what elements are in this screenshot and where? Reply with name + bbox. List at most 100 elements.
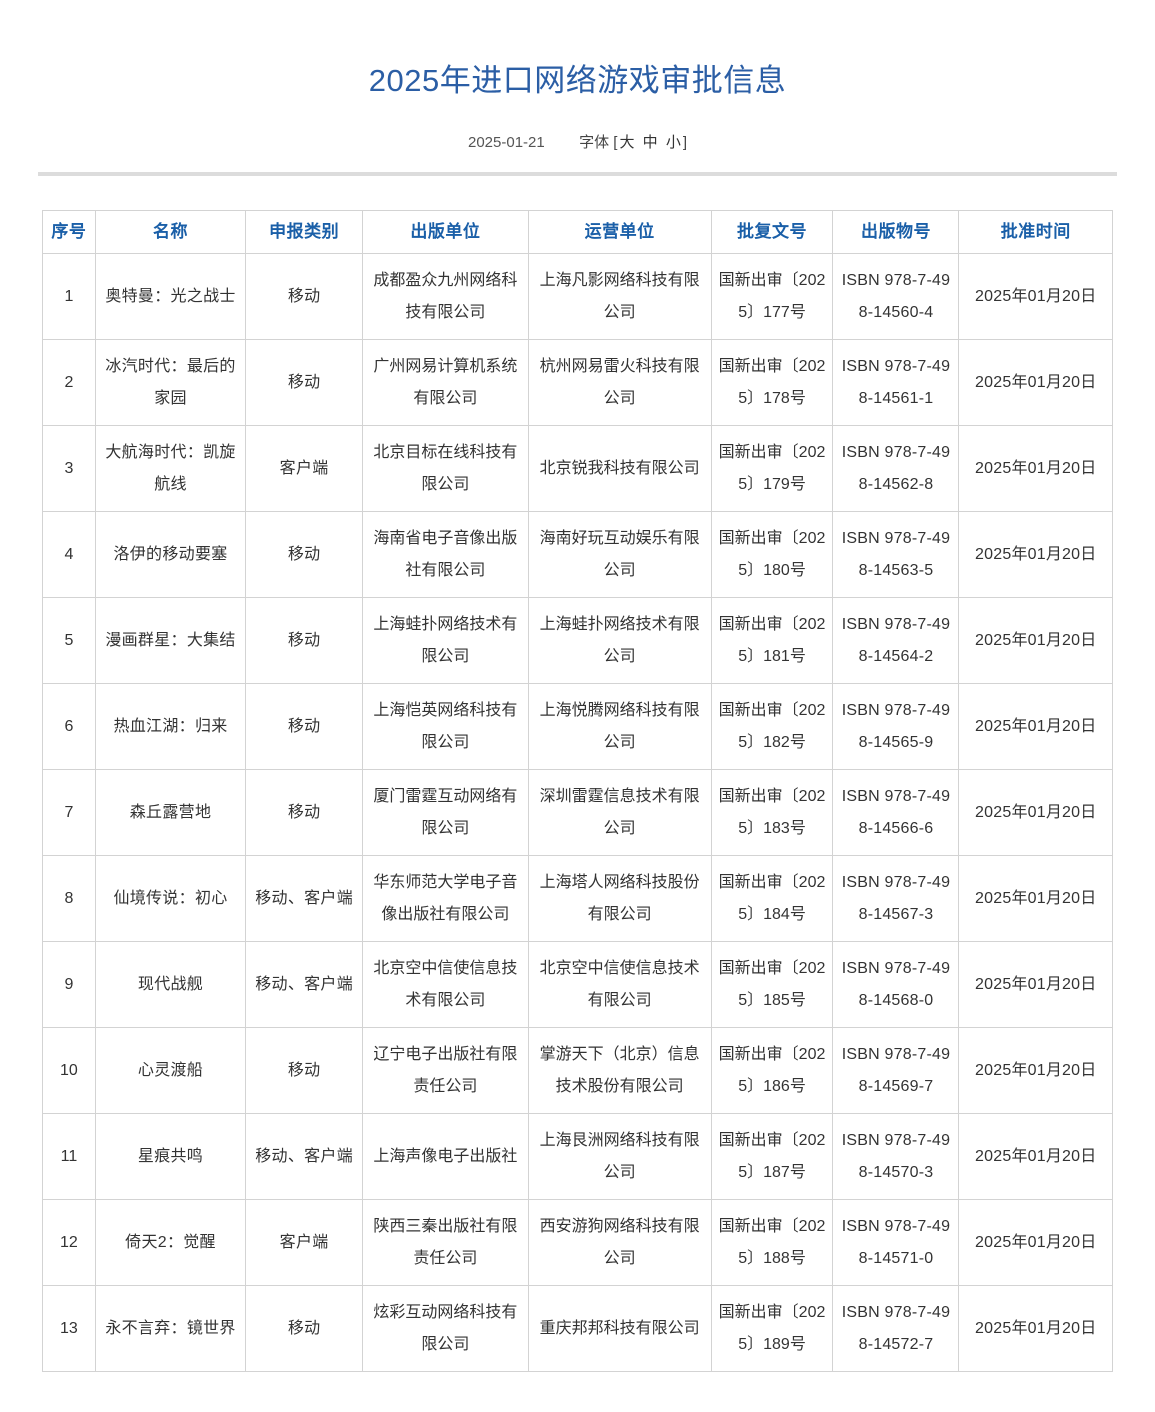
- cell-index: 4: [42, 511, 96, 599]
- cell-publisher: 辽宁电子出版社有限责任公司: [362, 1027, 529, 1115]
- cell-isbn: ISBN 978-7-498-14562-8: [832, 425, 960, 513]
- article-meta: 2025-01-21 字体 [大 中 小]: [0, 99, 1155, 150]
- cell-publisher: 陕西三秦出版社有限责任公司: [362, 1199, 529, 1287]
- table-row: 4 洛伊的移动要塞 移动 海南省电子音像出版社有限公司 海南好玩互动娱乐有限公司 国新出审…: [42, 511, 1113, 599]
- cell-isbn: ISBN 978-7-498-14564-2: [832, 597, 960, 685]
- cell-isbn: ISBN 978-7-498-14560-4: [832, 253, 960, 341]
- cell-publisher: 北京空中信使信息技术有限公司: [362, 941, 529, 1029]
- cell-index: 9: [42, 941, 96, 1029]
- cell-operator: 北京空中信使信息技术有限公司: [527, 941, 712, 1029]
- cell-index: 10: [42, 1027, 96, 1115]
- font-size-large-link[interactable]: 大: [619, 134, 635, 152]
- cell-index: 13: [42, 1285, 96, 1373]
- cell-index: 8: [42, 855, 96, 943]
- cell-approval-date: 2025年01月20日: [958, 1199, 1113, 1287]
- cell-isbn: ISBN 978-7-498-14569-7: [832, 1027, 960, 1115]
- table-row: 13 永不言弃：镜世界 移动 炫彩互动网络科技有限公司 重庆邦邦科技有限公司 国新出审〔2…: [42, 1285, 1113, 1373]
- cell-approval-date: 2025年01月20日: [958, 1113, 1113, 1201]
- column-header-name: 名称: [94, 210, 247, 255]
- font-size-medium-link[interactable]: 中: [642, 134, 658, 152]
- cell-category: 移动: [245, 769, 364, 857]
- cell-publisher: 成都盈众九州网络科技有限公司: [362, 253, 529, 341]
- cell-operator: 上海蛙扑网络技术有限公司: [527, 597, 712, 685]
- table-row: 7 森丘露营地 移动 厦门雷霆互动网络有限公司 深圳雷霆信息技术有限公司 国新出审〔202…: [42, 769, 1113, 857]
- cell-category: 移动: [245, 253, 364, 341]
- cell-approval-date: 2025年01月20日: [958, 1285, 1113, 1373]
- cell-isbn: ISBN 978-7-498-14563-5: [832, 511, 960, 599]
- cell-approval-date: 2025年01月20日: [958, 511, 1113, 599]
- column-header-index: 序号: [42, 210, 96, 255]
- table-row: 12 倚天2：觉醒 客户端 陕西三秦出版社有限责任公司 西安游狗网络科技有限公司 国新出审…: [42, 1199, 1113, 1287]
- cell-category: 移动、客户端: [245, 941, 364, 1029]
- cell-doc-number: 国新出审〔2025〕183号: [710, 769, 834, 857]
- cell-isbn: ISBN 978-7-498-14566-6: [832, 769, 960, 857]
- cell-category: 移动: [245, 683, 364, 771]
- cell-game-name: 森丘露营地: [94, 769, 247, 857]
- cell-index: 1: [42, 253, 96, 341]
- cell-game-name: 永不言弃：镜世界: [94, 1285, 247, 1373]
- table-header-row: 序号 名称 申报类别 出版单位 运营单位 批复文号 出版物号 批准时间: [42, 210, 1113, 255]
- header-divider: [38, 172, 1117, 177]
- cell-category: 移动: [245, 1027, 364, 1115]
- page-title: 2025年进口网络游戏审批信息: [368, 63, 787, 98]
- cell-index: 7: [42, 769, 96, 857]
- table-body: 1 奥特曼：光之战士 移动 成都盈众九州网络科技有限公司 上海凡影网络科技有限公司 国新出…: [42, 253, 1113, 1373]
- cell-doc-number: 国新出审〔2025〕186号: [710, 1027, 834, 1115]
- publish-date: 2025-01-21: [468, 134, 545, 152]
- cell-operator: 深圳雷霆信息技术有限公司: [527, 769, 712, 857]
- cell-game-name: 仙境传说：初心: [94, 855, 247, 943]
- cell-publisher: 海南省电子音像出版社有限公司: [362, 511, 529, 599]
- cell-publisher: 厦门雷霆互动网络有限公司: [362, 769, 529, 857]
- cell-isbn: ISBN 978-7-498-14567-3: [832, 855, 960, 943]
- cell-publisher: 上海声像电子出版社: [362, 1113, 529, 1201]
- cell-publisher: 华东师范大学电子音像出版社有限公司: [362, 855, 529, 943]
- cell-category: 移动: [245, 1285, 364, 1373]
- cell-operator: 北京锐我科技有限公司: [527, 425, 712, 513]
- cell-index: 6: [42, 683, 96, 771]
- cell-operator: 西安游狗网络科技有限公司: [527, 1199, 712, 1287]
- cell-operator: 掌游天下（北京）信息技术股份有限公司: [527, 1027, 712, 1115]
- table-row: 6 热血江湖：归来 移动 上海恺英网络科技有限公司 上海悦腾网络科技有限公司 国新出审〔2…: [42, 683, 1113, 771]
- cell-doc-number: 国新出审〔2025〕184号: [710, 855, 834, 943]
- cell-game-name: 漫画群星：大集结: [94, 597, 247, 685]
- font-size-small-link[interactable]: 小: [665, 134, 681, 152]
- cell-approval-date: 2025年01月20日: [958, 253, 1113, 341]
- cell-index: 12: [42, 1199, 96, 1287]
- cell-isbn: ISBN 978-7-498-14565-9: [832, 683, 960, 771]
- cell-index: 5: [42, 597, 96, 685]
- table-row: 2 冰汽时代：最后的家园 移动 广州网易计算机系统有限公司 杭州网易雷火科技有限公司 国新…: [42, 339, 1113, 427]
- approval-table: 序号 名称 申报类别 出版单位 运营单位 批复文号 出版物号 批准时间 1 奥特曼…: [42, 210, 1113, 1373]
- cell-index: 3: [42, 425, 96, 513]
- bracket-open: [: [613, 134, 618, 152]
- cell-category: 移动: [245, 511, 364, 599]
- cell-category: 客户端: [245, 425, 364, 513]
- table-row: 3 大航海时代：凯旋航线 客户端 北京目标在线科技有限公司 北京锐我科技有限公司 国新出审…: [42, 425, 1113, 513]
- table-header: 序号 名称 申报类别 出版单位 运营单位 批复文号 出版物号 批准时间: [42, 210, 1113, 255]
- bracket-close: ]: [682, 134, 687, 152]
- table-container: 序号 名称 申报类别 出版单位 运营单位 批复文号 出版物号 批准时间 1 奥特曼…: [0, 176, 1155, 1412]
- cell-approval-date: 2025年01月20日: [958, 683, 1113, 771]
- column-header-operator: 运营单位: [527, 210, 712, 255]
- cell-publisher: 上海蛙扑网络技术有限公司: [362, 597, 529, 685]
- cell-doc-number: 国新出审〔2025〕180号: [710, 511, 834, 599]
- cell-operator: 杭州网易雷火科技有限公司: [527, 339, 712, 427]
- cell-publisher: 北京目标在线科技有限公司: [362, 425, 529, 513]
- cell-isbn: ISBN 978-7-498-14570-3: [832, 1113, 960, 1201]
- cell-approval-date: 2025年01月20日: [958, 855, 1113, 943]
- cell-game-name: 星痕共鸣: [94, 1113, 247, 1201]
- table-row: 5 漫画群星：大集结 移动 上海蛙扑网络技术有限公司 上海蛙扑网络技术有限公司 国新出审〔…: [42, 597, 1113, 685]
- table-row: 8 仙境传说：初心 移动、客户端 华东师范大学电子音像出版社有限公司 上海塔人网络科技股…: [42, 855, 1113, 943]
- column-header-isbn: 出版物号: [832, 210, 960, 255]
- cell-doc-number: 国新出审〔2025〕177号: [710, 253, 834, 341]
- cell-publisher: 广州网易计算机系统有限公司: [362, 339, 529, 427]
- cell-publisher: 上海恺英网络科技有限公司: [362, 683, 529, 771]
- cell-doc-number: 国新出审〔2025〕187号: [710, 1113, 834, 1201]
- column-header-doc-number: 批复文号: [710, 210, 834, 255]
- cell-isbn: ISBN 978-7-498-14561-1: [832, 339, 960, 427]
- cell-doc-number: 国新出审〔2025〕188号: [710, 1199, 834, 1287]
- cell-game-name: 热血江湖：归来: [94, 683, 247, 771]
- cell-category: 客户端: [245, 1199, 364, 1287]
- cell-category: 移动: [245, 597, 364, 685]
- cell-doc-number: 国新出审〔2025〕179号: [710, 425, 834, 513]
